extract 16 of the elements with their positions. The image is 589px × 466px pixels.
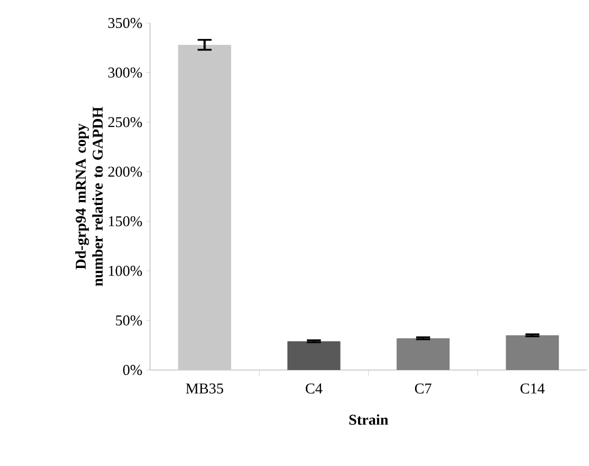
y-tick-label: 100% <box>108 266 142 276</box>
y-tick-label: 250% <box>108 117 142 128</box>
y-tick-label: 50% <box>116 315 142 326</box>
y-tick-label: 300% <box>108 68 142 78</box>
x-tick-label: C14 <box>520 383 545 394</box>
y-tick-label: 200% <box>108 166 142 177</box>
x-axis-title: Strain <box>349 414 388 425</box>
bar <box>287 341 340 370</box>
x-tick-label: MB35 <box>186 383 224 394</box>
y-axis-title: Dd-grp94 mRNA copy number relative to GAPDH <box>75 106 103 286</box>
y-tick-label: 150% <box>108 216 142 226</box>
y-tick-label: 0% <box>123 364 142 376</box>
x-tick-label: C7 <box>415 383 432 394</box>
bar <box>178 44 232 370</box>
y-tick-label: 350% <box>108 18 142 28</box>
x-tick-label: C4 <box>306 383 322 394</box>
